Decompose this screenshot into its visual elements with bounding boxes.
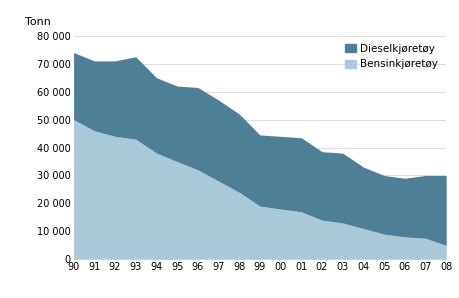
Text: Tonn: Tonn: [25, 17, 51, 27]
Legend: Dieselkjøretøy, Bensinkjøretøy: Dieselkjøretøy, Bensinkjøretøy: [341, 41, 440, 72]
